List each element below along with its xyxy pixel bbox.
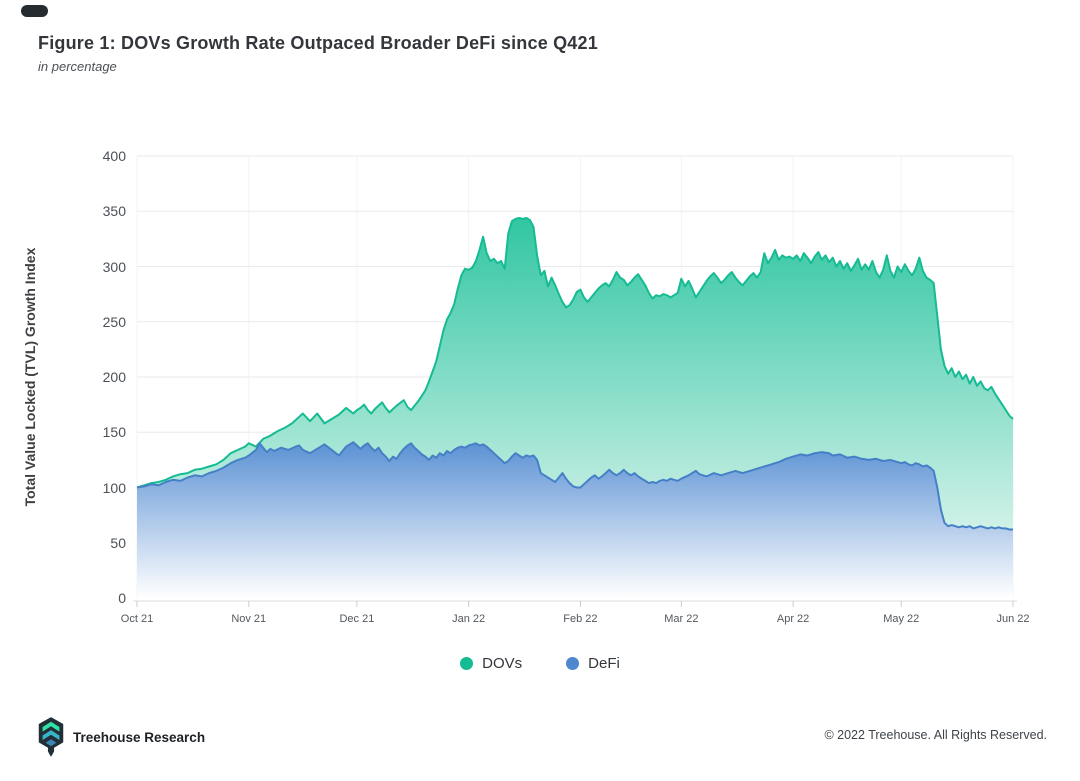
x-tick-label-mar-22: Mar 22 xyxy=(664,613,699,625)
legend-item-dovs[interactable]: DOVs xyxy=(460,655,522,672)
y-tick-label-200: 200 xyxy=(102,369,126,385)
figure-subtitle: in percentage xyxy=(38,59,117,74)
figure-title: Figure 1: DOVs Growth Rate Outpaced Broa… xyxy=(38,33,598,53)
y-tick-label-0: 0 xyxy=(118,590,126,606)
defi-legend-dot xyxy=(566,657,580,670)
x-tick-label-feb-22: Feb 22 xyxy=(563,613,598,625)
y-axis-title: Total Value Locked (TVL) Growth Index xyxy=(22,247,38,507)
treehouse-logo-icon xyxy=(38,717,64,757)
x-tick-label-dec-21: Dec 21 xyxy=(339,613,375,625)
defi-area xyxy=(137,442,1013,598)
y-tick-label-100: 100 xyxy=(102,479,126,496)
y-tick-label-400: 400 xyxy=(102,148,126,164)
x-tick-label-may-22: May 22 xyxy=(883,613,920,625)
x-tick-label-oct-21: Oct 21 xyxy=(120,613,154,625)
x-tick-label-nov-21: Nov 21 xyxy=(231,613,267,625)
y-tick-label-150: 150 xyxy=(102,424,126,441)
y-tick-label-350: 350 xyxy=(102,203,126,220)
y-tick-label-300: 300 xyxy=(102,258,126,275)
footer: Treehouse Research © 2022 Treehouse. All… xyxy=(0,705,1080,765)
y-tick-label-50: 50 xyxy=(110,534,126,551)
legend-item-defi[interactable]: DeFi xyxy=(566,655,620,672)
dovs-line xyxy=(136,216,1014,489)
x-axis-ticks xyxy=(136,601,1014,607)
y-tick-label-250: 250 xyxy=(102,313,126,330)
x-tick-label-jun-22: Jun 22 xyxy=(996,613,1030,625)
copyright-text: © 2022 Treehouse. All Rights Reserved. xyxy=(824,728,1047,742)
brand-name: Treehouse Research xyxy=(73,729,206,745)
dovs-legend-dot xyxy=(460,657,474,670)
defi-line xyxy=(136,441,1013,531)
chart-legend: DOVs DeFi xyxy=(0,655,1080,672)
dovs-legend-label: DOVs xyxy=(482,655,523,672)
brand: Treehouse Research xyxy=(38,716,205,758)
x-tick-label-jan-22: Jan 22 xyxy=(452,613,486,625)
x-tick-label-apr-22: Apr 22 xyxy=(776,613,810,625)
decorative-mark xyxy=(21,5,48,17)
defi-legend-label: DeFi xyxy=(588,655,620,672)
